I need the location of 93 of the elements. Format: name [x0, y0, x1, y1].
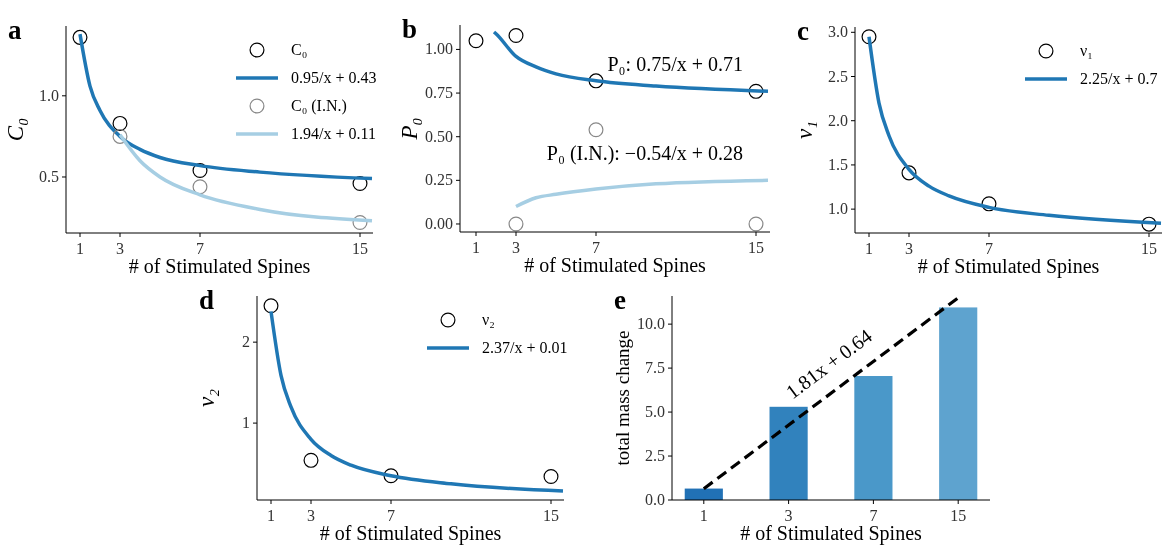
point	[588, 73, 604, 89]
y-tick-label: 2.5	[828, 67, 848, 85]
y-axis-title: C₀	[3, 117, 28, 142]
point	[112, 115, 128, 131]
point	[748, 83, 764, 99]
y-tick-label: 0.75	[425, 84, 453, 102]
y-tick-label: 0.50	[425, 127, 453, 145]
point	[508, 216, 524, 232]
legend-label: C₀ (I.N.)	[291, 97, 347, 115]
x-tick-label: 15	[543, 507, 559, 524]
text: 1.81x + 0.64	[781, 324, 876, 403]
legend-label: 2.37/x + 0.01	[482, 339, 568, 356]
point	[543, 469, 559, 485]
bar	[769, 406, 808, 500]
y-tick-label: 3.0	[828, 23, 848, 41]
y-tick-label: 0.25	[425, 171, 453, 189]
point	[192, 163, 208, 178]
y-tick-label: 0.00	[425, 214, 453, 232]
series-label: P₀ (I.N.): −0.54/x + 0.28	[546, 142, 743, 166]
chart-title: c	[797, 16, 809, 46]
x-tick-label: 7	[869, 507, 878, 524]
chart-title: e	[614, 285, 626, 315]
point	[383, 468, 399, 484]
chart-title: d	[199, 285, 215, 315]
y-axis-title: P₀	[397, 117, 422, 141]
x-tick-label: 15	[352, 240, 368, 257]
point	[588, 122, 604, 138]
y-tick-label: 1.00	[425, 40, 453, 58]
x-tick-label: 7	[592, 239, 600, 256]
x-tick-label: 1	[699, 507, 708, 524]
line-series	[514, 178, 770, 209]
bar	[939, 307, 978, 500]
y-tick-label: 1.5	[828, 155, 848, 173]
point	[981, 196, 997, 212]
point	[263, 298, 279, 314]
point	[1141, 216, 1157, 232]
x-tick-label: 15	[748, 239, 764, 256]
y-tick-label: 2	[242, 333, 250, 351]
line-series	[78, 32, 374, 181]
x-tick-label: 3	[307, 507, 315, 524]
y-axis-title: ν₁	[792, 120, 817, 140]
x-tick-label: 15	[1141, 240, 1157, 257]
point	[748, 216, 764, 232]
y-tick-label: 0.5	[39, 167, 59, 185]
legend-label: C₀	[291, 41, 308, 58]
legend-label: 0.95/x + 0.43	[291, 69, 377, 86]
y-axis-title: ν₂	[194, 388, 219, 408]
x-tick-label: 3	[905, 240, 913, 257]
y-tick-label: 10.0	[637, 315, 665, 333]
point	[303, 452, 319, 468]
chart-title: b	[402, 14, 418, 44]
y-tick-label: 0.0	[645, 491, 665, 508]
point	[192, 179, 208, 195]
x-tick-label: 3	[512, 239, 520, 256]
x-tick-label: 7	[985, 240, 993, 257]
y-axis-title: total mass change	[612, 330, 633, 466]
x-tick-label: 1	[76, 240, 84, 257]
x-tick-label: 7	[196, 240, 204, 257]
line-series	[867, 34, 1163, 226]
x-tick-label: 3	[116, 240, 124, 257]
point	[508, 27, 524, 43]
x-axis-title: # of Stimulated Spines	[740, 522, 923, 545]
series-label: P₀: 0.75/x + 0.71	[607, 53, 743, 76]
bar	[854, 376, 893, 500]
y-tick-label: 1.0	[39, 86, 59, 104]
y-tick-label: 1.0	[828, 200, 848, 218]
x-axis-title: # of Stimulated Spines	[917, 255, 1100, 278]
legend-label: ν₁	[1080, 42, 1093, 59]
x-tick-label: 3	[784, 507, 793, 524]
y-tick-label: 2.5	[645, 447, 665, 465]
x-axis-title: # of Stimulated Spines	[524, 254, 707, 277]
point	[72, 29, 88, 45]
point	[901, 165, 917, 181]
point	[861, 29, 877, 45]
y-tick-label: 7.5	[645, 359, 665, 377]
point	[352, 214, 368, 230]
point	[112, 128, 128, 144]
x-axis-title: # of Stimulated Spines	[128, 255, 311, 278]
y-tick-label: 2.0	[828, 111, 848, 129]
x-tick-label: 1	[865, 240, 873, 257]
point	[468, 33, 484, 49]
line-series	[269, 309, 565, 493]
x-tick-label: 1	[267, 507, 275, 524]
y-tick-label: 5.0	[645, 403, 665, 421]
x-axis-title: # of Stimulated Spines	[319, 522, 502, 545]
x-tick-label: 7	[387, 507, 395, 524]
legend-label: 1.94/x + 0.11	[291, 125, 376, 142]
legend-label: 2.25/x + 0.7	[1080, 70, 1158, 87]
line-series	[492, 30, 770, 94]
chart-title: a	[8, 15, 22, 45]
x-tick-label: 1	[472, 239, 480, 256]
x-tick-label: 15	[950, 507, 967, 524]
legend-label: ν₂	[482, 311, 495, 328]
